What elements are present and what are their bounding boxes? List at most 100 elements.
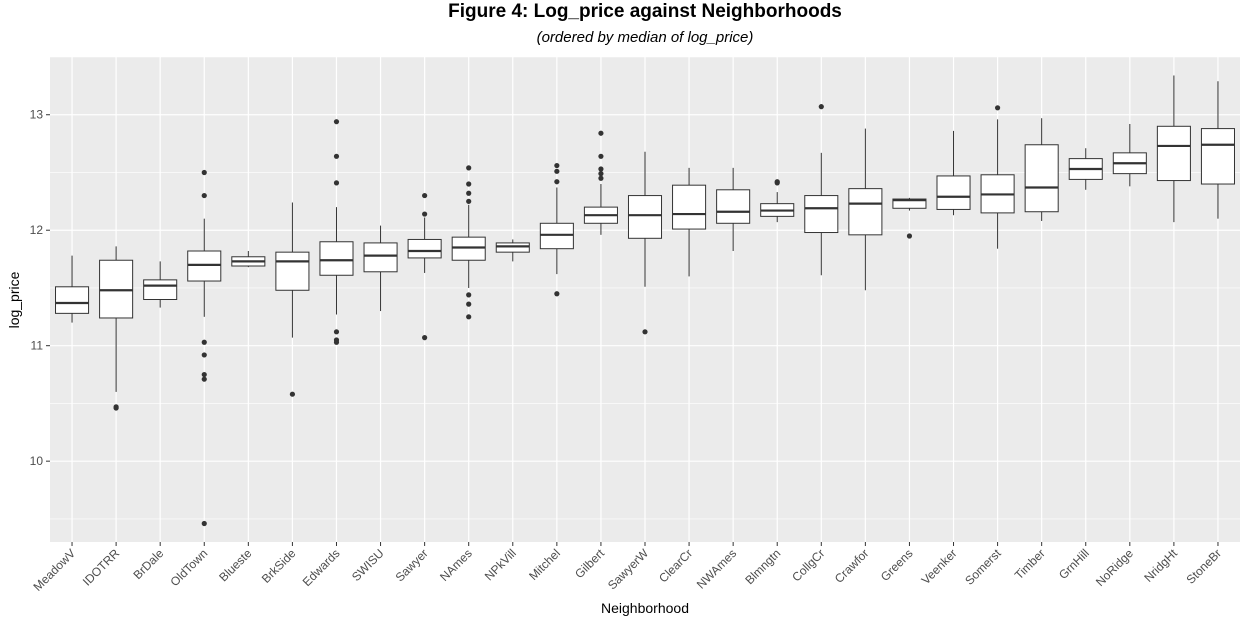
x-tick-label: Blmngtn [742, 546, 783, 587]
box-somerst [980, 105, 1015, 249]
x-tick-label: Timber [1012, 546, 1048, 582]
iqr-box [627, 195, 663, 239]
x-tick-label: CollgCr [789, 546, 827, 584]
outlier-point [289, 391, 296, 397]
outlier-point [201, 339, 207, 345]
x-tick-label: ClearCr [656, 546, 695, 585]
iqr-box [848, 188, 883, 236]
box-collgcr [804, 104, 839, 276]
iqr-box [672, 184, 707, 230]
iqr-box [451, 236, 486, 261]
x-tick-label: NridgHt [1141, 546, 1180, 585]
iqr-box [99, 259, 134, 319]
x-tick-label: NAmes [437, 546, 475, 584]
iqr-box [1200, 128, 1235, 185]
outlier-point [554, 168, 560, 174]
iqr-box [363, 242, 398, 273]
outlier-point [466, 190, 472, 196]
outlier-point [201, 169, 207, 176]
x-tick-label: Blueste [216, 546, 254, 584]
outlier-point [201, 376, 207, 382]
y-tick-label: 10 [30, 454, 44, 468]
box-grnhill [1068, 148, 1103, 190]
box-timber [1024, 118, 1059, 221]
box-series [55, 75, 1235, 527]
outlier-point [554, 179, 560, 185]
x-tick-label: Sawyer [393, 546, 431, 584]
chart-subtitle: (ordered by median of log_price) [537, 29, 754, 46]
x-tick-label: Veenker [919, 546, 960, 587]
outlier-point [598, 153, 604, 159]
outlier-point [466, 314, 472, 320]
x-tick-label: StoneBr [1184, 546, 1225, 587]
outlier-point [598, 175, 604, 181]
x-tick-label: Mitchel [526, 546, 563, 583]
x-tick-label: IDOTRR [80, 546, 123, 589]
box-veenker [936, 130, 971, 216]
x-tick-label: SawyerW [605, 546, 652, 593]
box-idotrr [99, 246, 134, 411]
outlier-point [818, 104, 824, 110]
box-blueste [231, 251, 266, 268]
box-nridght [1156, 75, 1191, 223]
chart-title: Figure 4: Log_price against Neighborhood… [448, 1, 842, 22]
box-sawyerw [627, 151, 663, 335]
iqr-box [804, 195, 839, 234]
outlier-point [994, 105, 1001, 111]
outlier-point [466, 198, 472, 204]
outlier-point [554, 162, 560, 169]
outlier-point [201, 192, 207, 199]
x-tick-label: BrkSide [259, 546, 299, 586]
outlier-point [333, 119, 340, 125]
box-nwames [716, 167, 751, 251]
box-stonebr [1200, 81, 1235, 219]
x-tick-label: Gilbert [572, 546, 607, 581]
y-tick-label: 11 [31, 339, 44, 353]
iqr-box [936, 175, 971, 210]
iqr-box [539, 222, 574, 250]
outlier-point [598, 171, 604, 177]
outlier-point [422, 211, 428, 217]
box-swisu [363, 225, 398, 312]
x-tick-label: OldTown [167, 546, 210, 589]
outlier-point [333, 339, 340, 345]
x-tick-label: Crawfor [832, 546, 872, 586]
y-tick-label: 13 [30, 108, 44, 122]
box-crawfor [848, 128, 883, 291]
outlier-point [333, 153, 340, 159]
iqr-box [55, 286, 90, 314]
iqr-box [1024, 144, 1059, 213]
iqr-box [275, 251, 310, 291]
outlier-point [466, 165, 472, 171]
x-tick-label: SWISU [349, 546, 387, 584]
outlier-point [466, 181, 472, 187]
box-gilbert [583, 130, 618, 235]
x-tick-label: Somerst [962, 546, 1004, 588]
y-tick-label: 12 [30, 223, 44, 237]
box-edwards [319, 119, 354, 345]
box-clearcr [672, 167, 707, 277]
outlier-point [422, 335, 428, 341]
box-brdale [143, 261, 178, 308]
iqr-box [407, 238, 442, 259]
box-mitchel [539, 162, 574, 297]
box-meadowv [55, 255, 90, 323]
outlier-point [201, 371, 207, 378]
iqr-box [716, 189, 751, 224]
x-tick-label: BrDale [130, 546, 166, 582]
x-tick-label: Greens [878, 546, 916, 584]
box-greens [892, 197, 927, 239]
x-tick-label: GrnHill [1056, 546, 1092, 582]
outlier-point [774, 180, 780, 186]
outlier-point [598, 130, 604, 136]
outlier-point [466, 292, 472, 298]
box-blmngtn [760, 179, 795, 223]
iqr-box [1156, 125, 1191, 182]
outlier-point [642, 329, 648, 335]
iqr-box [319, 241, 354, 276]
outlier-point [554, 291, 560, 297]
y-axis: 10 11 12 13 [30, 108, 50, 468]
outlier-point [333, 329, 340, 335]
outlier-point [422, 192, 428, 199]
